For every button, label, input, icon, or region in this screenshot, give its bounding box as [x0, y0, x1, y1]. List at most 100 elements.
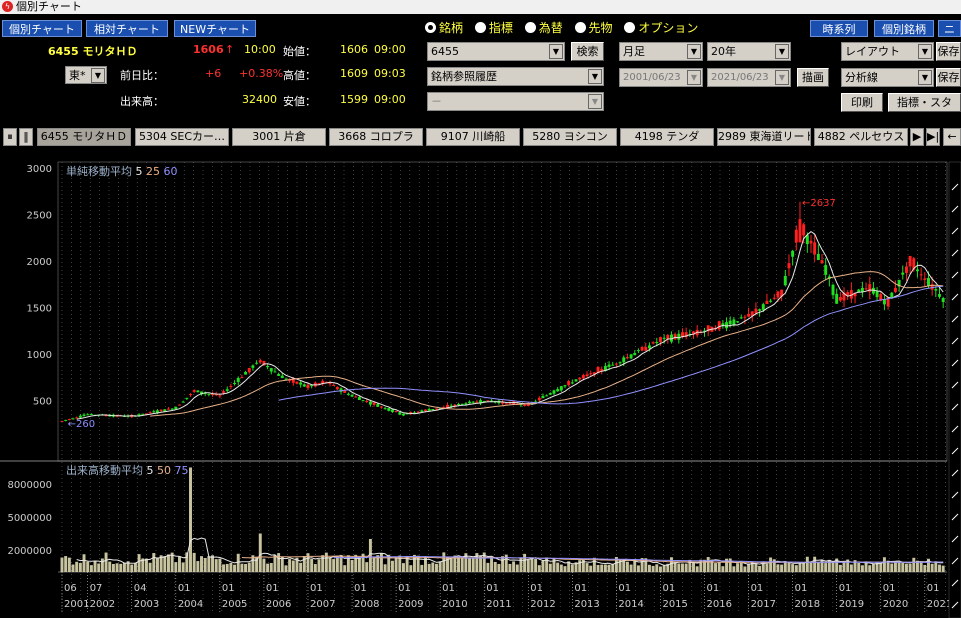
tab-relative-chart[interactable]: 相対チャート: [86, 20, 168, 37]
period-unit-select[interactable]: 月足 ▼: [619, 42, 703, 61]
volume-ma-period-label: 5: [147, 464, 158, 477]
print-button[interactable]: 印刷: [841, 93, 883, 112]
radio-icon[interactable]: [624, 22, 636, 33]
exchange-select[interactable]: 東* ▼: [65, 66, 107, 84]
candle-body: [357, 397, 361, 401]
save-layout-button[interactable]: 保存: [936, 42, 961, 61]
scroll-prev-icon[interactable]: ‖: [19, 128, 33, 146]
candle-body: [927, 278, 930, 287]
volume-bar: [519, 557, 523, 572]
radio-futures[interactable]: 先物: [574, 21, 621, 35]
volume-bar: [563, 566, 567, 572]
individual-stock-button[interactable]: 個別銘柄: [874, 20, 934, 37]
draw-button[interactable]: 描画: [797, 68, 829, 87]
candle-body: [765, 300, 769, 304]
control-panel: 個別チャート 相対チャート NEWチャート 6455 モリタＨＤ 1606 ↑ …: [0, 14, 961, 124]
radio-fx[interactable]: 為替: [524, 21, 571, 35]
month-tick-label: 01: [354, 583, 367, 594]
stock-tab[interactable]: 3668 コロプラ: [329, 128, 423, 146]
volume-bar: [846, 559, 850, 572]
volume-bar: [401, 563, 405, 572]
candle-body: [475, 401, 479, 403]
scroll-first-icon[interactable]: ⏸: [3, 128, 17, 146]
stock-chart[interactable]: 500 1000 1500 2000 2500 3000 2000000 5000000 80…: [0, 148, 961, 618]
candle-body: [816, 253, 820, 260]
back-arrow-icon[interactable]: ←: [943, 128, 961, 146]
volume-bar: [501, 556, 505, 572]
candle-body: [471, 401, 475, 403]
chevron-down-icon[interactable]: ▼: [918, 44, 932, 59]
volume-bar: [754, 563, 758, 572]
period-span-select[interactable]: 20年 ▼: [707, 42, 791, 61]
scroll-last-icon[interactable]: ▶|: [926, 128, 940, 146]
chevron-down-icon[interactable]: ▼: [775, 44, 789, 59]
chevron-down-icon[interactable]: ▼: [588, 69, 602, 84]
stock-tab[interactable]: 9107 川崎船: [426, 128, 520, 146]
volume-bar: [196, 561, 200, 572]
stock-tab[interactable]: 6455 モリタＨＤ: [37, 128, 131, 146]
news-button[interactable]: ニュ: [938, 20, 961, 37]
volume-bar: [736, 563, 740, 572]
stock-tab[interactable]: 4198 テンダ: [620, 128, 714, 146]
candle-body: [240, 377, 244, 379]
open-time: 09:00: [374, 43, 406, 56]
chevron-down-icon[interactable]: ▼: [687, 44, 701, 59]
candle-body: [908, 255, 912, 267]
radio-icon[interactable]: [524, 22, 536, 33]
candle-body: [732, 319, 736, 326]
candle-body: [853, 293, 857, 297]
radio-icon[interactable]: [474, 22, 486, 33]
volume-bar: [725, 558, 729, 572]
volume-bar: [86, 561, 90, 572]
radio-stock[interactable]: 銘柄: [425, 21, 471, 35]
volume-bar: [537, 565, 541, 572]
tab-individual-chart[interactable]: 個別チャート: [2, 20, 82, 37]
analysis-line-select[interactable]: 分析線 ▼: [841, 68, 934, 87]
save-analysis-button[interactable]: 保存: [936, 68, 961, 87]
indicator-style-button[interactable]: 指標・スタ: [888, 93, 961, 112]
year-tick-label: 2012: [530, 599, 555, 610]
candle-body: [251, 365, 255, 368]
chevron-down-icon[interactable]: ▼: [549, 44, 563, 59]
layout-select[interactable]: レイアウト ▼: [841, 42, 934, 61]
chevron-down-icon[interactable]: ▼: [918, 70, 932, 85]
candle-body: [545, 395, 549, 397]
candle-body: [636, 350, 640, 352]
stock-tab[interactable]: 4882 ペルセウス: [814, 128, 908, 146]
stock-history-select[interactable]: 銘柄参照履歴 ▼: [427, 67, 604, 86]
scroll-next-icon[interactable]: ▶: [910, 128, 924, 146]
volume-bar: [119, 563, 123, 572]
radio-icon[interactable]: [574, 22, 586, 33]
volume-bar: [376, 555, 380, 572]
date-to-select[interactable]: 2021/06/23 ▼: [707, 68, 791, 87]
stock-code-input[interactable]: 6455 ▼: [427, 42, 565, 61]
chevron-down-icon[interactable]: ▼: [588, 94, 602, 109]
radio-selected-icon[interactable]: [425, 22, 436, 33]
volume-bar: [534, 558, 538, 572]
volume-bar: [335, 555, 339, 572]
radio-index[interactable]: 指標: [474, 21, 521, 35]
candle-body: [559, 386, 563, 391]
stock-tab[interactable]: 5280 ヨシコン: [523, 128, 617, 146]
chevron-down-icon[interactable]: ▼: [775, 70, 789, 85]
stock-tab[interactable]: 3001 片倉: [232, 128, 326, 146]
radio-options[interactable]: オプション: [624, 21, 706, 35]
chevron-down-icon[interactable]: ▼: [687, 70, 701, 85]
volume-bar: [879, 563, 883, 572]
volume-bar: [251, 555, 255, 572]
candle-body: [592, 372, 596, 375]
candle-body: [255, 362, 259, 364]
candle-body: [864, 288, 868, 290]
chevron-down-icon[interactable]: ▼: [91, 68, 105, 83]
stock-name: 6455 モリタＨＤ: [48, 45, 138, 58]
stock-tab[interactable]: 2989 東海道リート: [717, 128, 811, 146]
tool-column: [948, 161, 961, 618]
candle-body: [222, 391, 226, 393]
timeseries-button[interactable]: 時系列: [810, 20, 868, 37]
third-select[interactable]: － ▼: [427, 92, 604, 111]
date-from-select[interactable]: 2001/06/23 ▼: [619, 68, 703, 87]
tab-new-chart[interactable]: NEWチャート: [174, 20, 256, 37]
stock-tab[interactable]: 5304 SECカー…: [135, 128, 229, 146]
candle-body: [273, 371, 277, 373]
search-button[interactable]: 検索: [571, 42, 604, 61]
